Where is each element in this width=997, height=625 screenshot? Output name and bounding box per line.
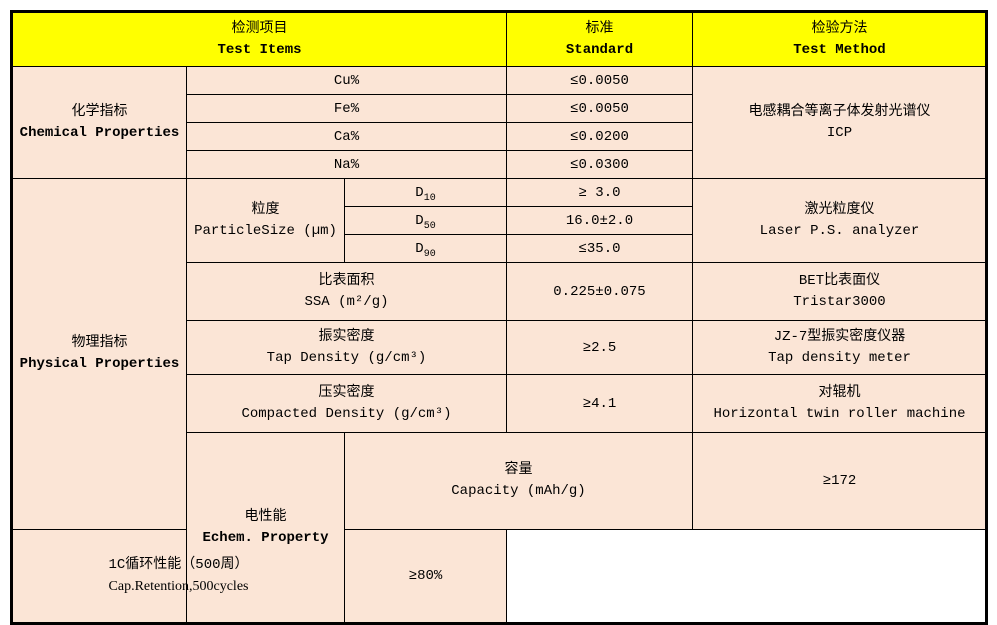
header-test-items-en: Test Items: [217, 41, 302, 58]
spec-table: 检测项目 Test Items 标准 Standard 检验方法 Test Me…: [10, 10, 988, 625]
category-chemical-en: Chemical Properties: [19, 124, 180, 141]
method-ssa-en: Tristar3000: [793, 293, 886, 310]
standard-compacted-density: ≥4.1: [506, 374, 693, 433]
standard-cu: ≤0.0050: [506, 66, 693, 95]
table-row-d50: D50 16.0±2.0: [12, 206, 987, 235]
item-d50-base: D: [415, 212, 424, 229]
header-test-method-zh: 检验方法: [811, 20, 868, 37]
header-test-items-zh: 检测项目: [231, 20, 288, 37]
item-d50-sub: 50: [423, 220, 436, 232]
method-particle-size-zh: 激光粒度仪: [804, 201, 875, 218]
standard-fe: ≤0.0050: [506, 94, 693, 123]
header-test-method-en: Test Method: [793, 41, 886, 58]
item-retention-zh: 1C循环性能（500周）: [108, 557, 249, 574]
method-chemical-en: ICP: [826, 124, 853, 141]
method-chemical-zh: 电感耦合等离子体发射光谱仪: [748, 103, 931, 120]
method-compacted-density-en: Horizontal twin roller machine: [713, 405, 966, 422]
standard-d10: ≥ 3.0: [506, 178, 693, 207]
standard-d90: ≤35.0: [506, 234, 693, 263]
header-standard-zh: 标准: [585, 20, 614, 37]
standard-na: ≤0.0300: [506, 150, 693, 179]
category-physical-zh: 物理指标: [71, 335, 128, 352]
item-capacity-zh: 容量: [504, 462, 533, 479]
item-capacity-en: Capacity (mAh/g): [451, 483, 586, 500]
item-ssa-zh: 比表面积: [318, 272, 375, 289]
item-d90-sub: 90: [423, 248, 436, 260]
table-header-row: 检测项目 Test Items 标准 Standard 检验方法 Test Me…: [11, 11, 987, 67]
method-tap-density-zh: JZ-7型振实密度仪器: [773, 328, 906, 345]
item-retention-en: Cap.Retention,500cycles: [108, 579, 249, 595]
method-compacted-density-zh: 对辊机: [818, 384, 861, 401]
item-compacted-density-en: Compacted Density (g/cm³): [241, 405, 452, 422]
category-chemical: 化学指标 Chemical Properties: [11, 66, 187, 179]
method-tap-density: JZ-7型振实密度仪器 Tap density meter: [692, 320, 987, 375]
table-row-tap-density: 振实密度 Tap Density (g/cm³) ≥2.5 JZ-7型振实密度仪…: [12, 320, 987, 375]
method-particle-size-en: Laser P.S. analyzer: [759, 222, 920, 239]
method-ssa-zh: BET比表面仪: [798, 272, 881, 289]
item-tap-density: 振实密度 Tap Density (g/cm³): [186, 320, 507, 375]
table-row-ssa: 比表面积 SSA (m²/g) 0.225±0.075 BET比表面仪 Tris…: [12, 262, 987, 321]
standard-ca: ≤0.0200: [506, 122, 693, 151]
item-tap-density-zh: 振实密度: [318, 328, 375, 345]
header-standard-en: Standard: [565, 41, 634, 58]
item-particle-size-en: ParticleSize (µm): [194, 222, 337, 239]
table-row-capacity: 电性能 Echem. Property 容量 Capacity (mAh/g) …: [12, 431, 987, 624]
category-echem-en: Echem. Property: [202, 529, 329, 546]
item-ssa: 比表面积 SSA (m²/g): [186, 262, 507, 321]
method-tap-density-en: Tap density meter: [768, 349, 911, 366]
standard-retention: ≥80%: [344, 529, 507, 624]
category-echem-zh: 电性能: [244, 508, 287, 525]
page: 检测项目 Test Items 标准 Standard 检验方法 Test Me…: [10, 10, 988, 625]
category-physical: 物理指标 Physical Properties: [11, 177, 187, 531]
header-standard: 标准 Standard: [506, 11, 693, 67]
table-row-cu: 化学指标 Chemical Properties Cu% ≤0.0050 电感耦…: [11, 66, 987, 179]
item-ca: Ca%: [186, 122, 507, 151]
category-chemical-zh: 化学指标: [71, 103, 128, 120]
method-particle-size: 激光粒度仪 Laser P.S. analyzer: [692, 178, 987, 263]
standard-ssa: 0.225±0.075: [506, 262, 693, 321]
item-fe: Fe%: [186, 94, 507, 123]
table-row-na: Na% ≤0.0300: [12, 150, 987, 179]
table-row-compacted-density: 压实密度 Compacted Density (g/cm³) ≥4.1 对辊机 …: [12, 374, 987, 433]
item-d10-sub: 10: [423, 192, 436, 204]
item-capacity: 容量 Capacity (mAh/g): [344, 431, 693, 531]
standard-tap-density: ≥2.5: [506, 320, 693, 375]
method-chemical: 电感耦合等离子体发射光谱仪 ICP: [692, 66, 987, 179]
method-compacted-density: 对辊机 Horizontal twin roller machine: [692, 374, 987, 433]
item-d90-base: D: [415, 240, 424, 257]
item-d90: D90: [344, 234, 507, 263]
item-tap-density-en: Tap Density (g/cm³): [266, 349, 427, 366]
table-row-retention: 1C循环性能（500周） Cap.Retention,500cycles ≥80…: [11, 529, 987, 624]
item-compacted-density-zh: 压实密度: [318, 384, 375, 401]
item-particle-size: 粒度 ParticleSize (µm): [186, 178, 345, 263]
method-ssa: BET比表面仪 Tristar3000: [692, 262, 987, 321]
item-d10-base: D: [415, 184, 424, 201]
header-test-method: 检验方法 Test Method: [692, 11, 987, 67]
item-cu: Cu%: [186, 66, 507, 95]
table-row-d90: D90 ≤35.0: [12, 234, 987, 263]
table-row-d10: 物理指标 Physical Properties 粒度 ParticleSize…: [11, 177, 987, 531]
table-row-fe: Fe% ≤0.0050: [12, 94, 987, 123]
item-d10: D10: [344, 178, 507, 207]
item-particle-size-zh: 粒度: [251, 201, 280, 218]
standard-capacity: ≥172: [692, 431, 987, 531]
header-test-items: 检测项目 Test Items: [11, 11, 507, 67]
item-d50: D50: [344, 206, 507, 235]
item-ssa-en: SSA (m²/g): [304, 293, 389, 310]
category-physical-en: Physical Properties: [19, 356, 180, 373]
standard-d50: 16.0±2.0: [506, 206, 693, 235]
item-na: Na%: [186, 150, 507, 179]
item-compacted-density: 压实密度 Compacted Density (g/cm³): [186, 374, 507, 433]
